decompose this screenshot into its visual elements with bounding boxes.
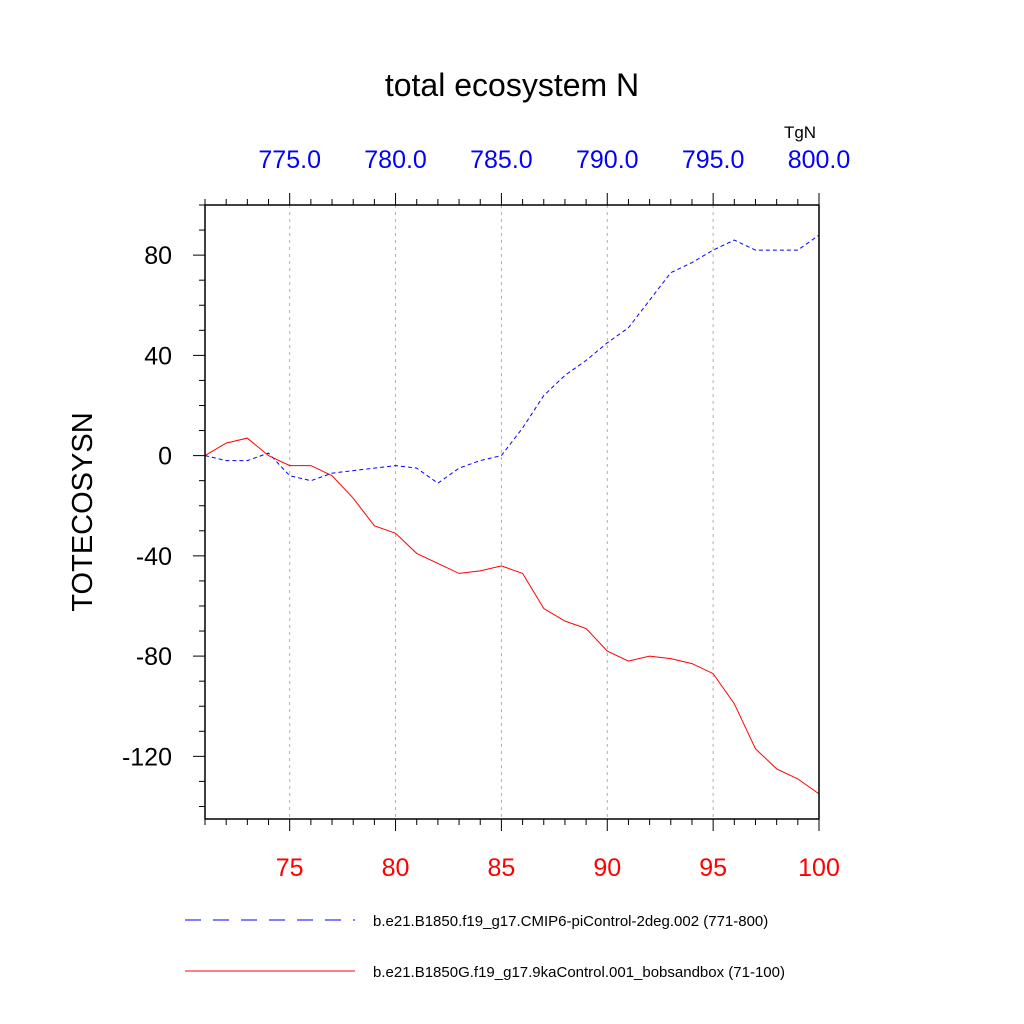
y-tick-label: 0 — [158, 443, 172, 471]
y-tick-label: -120 — [122, 743, 172, 771]
chart-title: total ecosystem N — [385, 67, 639, 103]
y-tick-label: -80 — [136, 643, 172, 671]
x-bottom-tick-label: 90 — [593, 854, 621, 882]
legend-entry-piControl: b.e21.B1850.f19_g17.CMIP6-piControl-2deg… — [373, 913, 768, 930]
series-line-9kaControl — [204, 437, 820, 795]
y-tick-label: -40 — [136, 543, 172, 571]
x-top-tick-label: 785.0 — [470, 146, 533, 174]
units-label: TgN — [784, 123, 816, 142]
x-bottom-tick-label: 85 — [488, 854, 516, 882]
x-top-tick-label: 795.0 — [682, 146, 745, 174]
legend: b.e21.B1850.f19_g17.CMIP6-piControl-2deg… — [185, 913, 785, 981]
series-line-piControl — [204, 234, 820, 484]
y-tick-label: 40 — [144, 342, 172, 370]
grid-lines — [289, 205, 714, 819]
tick-marks — [193, 193, 820, 831]
plot-frame — [204, 204, 820, 820]
x-top-tick-label: 780.0 — [364, 146, 427, 174]
legend-entry-9kaControl: b.e21.B1850G.f19_g17.9kaControl.001_bobs… — [373, 964, 785, 981]
series-layer — [204, 234, 820, 795]
x-bottom-tick-label: 95 — [699, 854, 727, 882]
y-axis-label: TOTECOSYSN — [67, 412, 99, 611]
tick-labels: 75 80 85 90 95 100 775.0 780.0 785.0 790.0 795.0 80… — [122, 146, 850, 882]
x-top-tick-label: 775.0 — [258, 146, 321, 174]
x-top-tick-label: 800.0 — [788, 146, 851, 174]
x-bottom-tick-label: 80 — [382, 854, 410, 882]
x-bottom-tick-label: 100 — [798, 854, 840, 882]
y-tick-label: 80 — [144, 242, 172, 270]
x-top-tick-label: 790.0 — [576, 146, 639, 174]
x-bottom-tick-label: 75 — [276, 854, 304, 882]
